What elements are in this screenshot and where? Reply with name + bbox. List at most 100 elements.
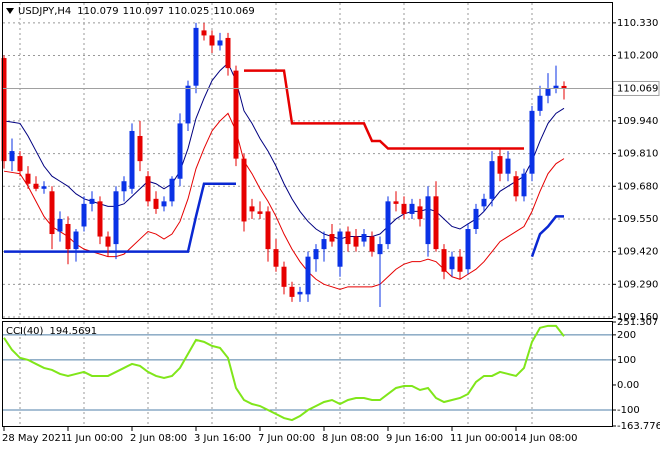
candle-body (441, 249, 447, 272)
candle-body (49, 191, 55, 235)
dropdown-icon[interactable] (6, 8, 14, 14)
candle-body (305, 256, 311, 295)
chart-header: USDJPY,H4 110.079 110.097 110.025 110.069 (18, 6, 255, 17)
y-tick-label: 109.680 (617, 181, 658, 192)
candle-body (1, 58, 7, 162)
candle-body (489, 161, 495, 199)
candle-body (177, 123, 183, 179)
x-tick-label: 28 May 2021 (2, 433, 67, 444)
candle-body (233, 70, 239, 159)
indicator-line (3, 112, 565, 290)
candle-body (561, 85, 567, 89)
indicator-line (4, 182, 564, 258)
cci-value: 194.5691 (49, 326, 97, 337)
candle-body (225, 37, 231, 69)
candle-body (521, 173, 527, 197)
y-tick-label: 109.810 (617, 149, 658, 160)
candle-body (257, 211, 263, 214)
candle-body (337, 231, 343, 267)
candle-body (209, 35, 215, 46)
x-tick-label: 8 Jun 08:00 (322, 433, 379, 444)
candle-body (417, 206, 423, 219)
indicator-line (3, 62, 565, 240)
cci-name: CCI(40) (6, 326, 44, 337)
candle-body (241, 158, 247, 222)
y-tick-label: -100 (617, 405, 640, 416)
x-tick-label: 7 Jun 00:00 (258, 433, 315, 444)
x-tick-label: 3 Jun 16:00 (194, 433, 251, 444)
candle-body (481, 198, 487, 207)
candle-body (385, 201, 391, 245)
candle-body (217, 40, 223, 46)
candle-body (513, 176, 519, 197)
cci-frame (2, 321, 613, 427)
candle-body (129, 130, 135, 189)
x-tick-label: 1 Jun 00:00 (66, 433, 123, 444)
candle-body (409, 203, 415, 214)
x-tick-label: 11 Jun 00:00 (450, 433, 514, 444)
candle-body (473, 208, 479, 230)
candle-body (57, 218, 63, 232)
candle-body (121, 181, 127, 192)
high: 110.097 (123, 6, 164, 17)
current-price-label: 110.069 (617, 83, 658, 94)
candle-body (433, 196, 439, 250)
y-tick-label: 200 (617, 330, 636, 341)
candle-body (297, 291, 303, 295)
candle-body (553, 85, 559, 89)
candle-body (361, 234, 367, 242)
price-panel: 110.330 110.200 109.940 109.810 109.680 109.5… (1, 3, 660, 323)
candle-body (153, 198, 159, 209)
open: 110.079 (77, 6, 118, 17)
y-tick-label: -163.7765 (617, 421, 660, 432)
candle-body (281, 266, 287, 287)
y-tick-label: 109.550 (617, 214, 658, 225)
close: 110.069 (213, 6, 254, 17)
candle-body (537, 95, 543, 111)
candle-body (425, 196, 431, 245)
y-tick-label: 109.940 (617, 116, 658, 127)
cci-line (3, 324, 565, 422)
candle-body (97, 201, 103, 237)
candle-body (313, 249, 319, 260)
candle-body (137, 135, 143, 162)
y-tick-label: 110.200 (617, 51, 658, 62)
cci-header: CCI(40) 194.5691 (6, 326, 97, 337)
candle-body (465, 229, 471, 270)
low: 110.025 (168, 6, 209, 17)
candle-body (33, 183, 39, 189)
price-frame (2, 2, 613, 319)
x-tick-label: 14 Jun 08:00 (514, 433, 578, 444)
candle-body (505, 158, 511, 174)
candle-body (329, 234, 335, 242)
candle-body (545, 88, 551, 96)
candle-body (249, 206, 255, 212)
candle-body (369, 236, 375, 252)
cci-panel: 251.307 200 100 0.00 -100 -163.7765 (3, 317, 660, 432)
candle-body (345, 231, 351, 245)
candle-body (105, 236, 111, 247)
candle-body (25, 173, 31, 184)
y-tick-label: 251.307 (617, 317, 658, 328)
candle-body (161, 201, 167, 207)
candle-body (529, 110, 535, 174)
indicator-line (244, 69, 524, 150)
candle-body (73, 231, 79, 250)
candle-body (273, 249, 279, 267)
candle-body (201, 30, 207, 36)
candle-body (321, 239, 327, 250)
candle-body (265, 211, 271, 250)
candle-body (377, 244, 383, 255)
x-tick-label: 2 Jun 08:00 (130, 433, 187, 444)
y-tick-label: 109.420 (617, 247, 658, 258)
candle-body (289, 286, 295, 297)
symbol: USDJPY,H4 (18, 6, 71, 17)
y-tick-label: 100 (617, 355, 636, 366)
y-tick-label: 109.160 (617, 312, 658, 323)
candle-body (113, 191, 119, 245)
candle-body (169, 178, 175, 202)
candle-body (457, 256, 463, 272)
candle-body (449, 256, 455, 270)
